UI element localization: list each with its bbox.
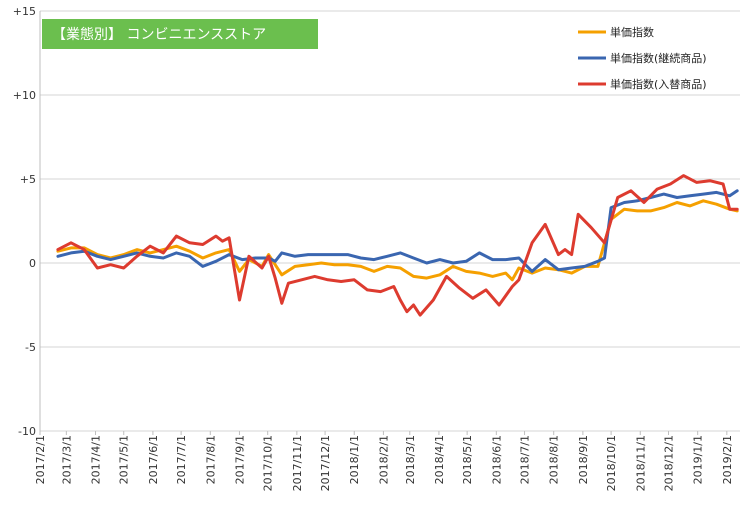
x-tick-label: 2017/4/1 [90,435,103,484]
gridlines [40,10,740,432]
x-tick-label: 2018/12/1 [662,435,675,491]
x-tick-label: 2017/7/1 [175,435,188,484]
series-lines [56,174,739,317]
legend-background [565,14,740,94]
legend-label: 単価指数(継続商品) [610,51,707,65]
x-tick-label: 2019/1/1 [692,435,705,484]
x-tick-label: 2019/2/1 [721,435,734,484]
x-tick-label: 2017/6/1 [147,435,160,484]
y-tick-label: +5 [20,173,36,186]
x-tick-label: 2018/3/1 [404,435,417,484]
series-line-2 [56,189,739,273]
x-tick-label: 2018/6/1 [490,435,503,484]
x-tick-label: 2017/8/1 [204,435,217,484]
x-tick-label: 2018/10/1 [605,435,618,491]
x-tick-label: 2018/1/1 [348,435,361,484]
y-tick-label: +10 [13,89,36,102]
series-line-3 [56,174,739,317]
y-tick-label: -10 [18,425,36,438]
x-tick-label: 2018/8/1 [548,435,561,484]
x-tick-label: 2017/2/1 [34,435,47,484]
x-tick-label: 2018/9/1 [577,435,590,484]
y-tick-label: 0 [29,257,36,270]
y-axis: +15 +10 +5 0 -5 -10 [13,5,41,438]
x-tick-label: 2017/5/1 [118,435,131,484]
x-tick-label: 2018/11/1 [634,435,647,491]
chart-title: 【業態別】 コンビニエンスストア [42,19,318,49]
y-tick-label: -5 [25,341,36,354]
series-line-1 [56,199,739,282]
legend: 単価指数 単価指数(継続商品) 単価指数(入替商品) [565,14,740,94]
chart-title-text: 【業態別】 コンビニエンスストア [52,27,266,43]
x-tick-label: 2018/4/1 [433,435,446,484]
x-tick-label: 2017/11/1 [291,435,304,491]
x-tick-label: 2017/10/1 [262,435,275,491]
legend-label: 単価指数 [610,25,654,39]
x-tick-label: 2017/3/1 [60,435,73,484]
legend-label: 単価指数(入替商品) [610,77,707,91]
x-tick-label: 2017/12/1 [319,435,332,491]
x-axis: 2017/2/1 2017/3/1 2017/4/1 2017/5/1 2017/6/1… [34,431,734,491]
x-tick-label: 2018/5/1 [461,435,474,484]
y-tick-label: +15 [13,5,36,18]
x-tick-label: 2017/9/1 [233,435,246,484]
x-tick-label: 2018/7/1 [519,435,532,484]
chart-title-background [42,19,318,49]
x-tick-label: 2018/2/1 [377,435,390,484]
